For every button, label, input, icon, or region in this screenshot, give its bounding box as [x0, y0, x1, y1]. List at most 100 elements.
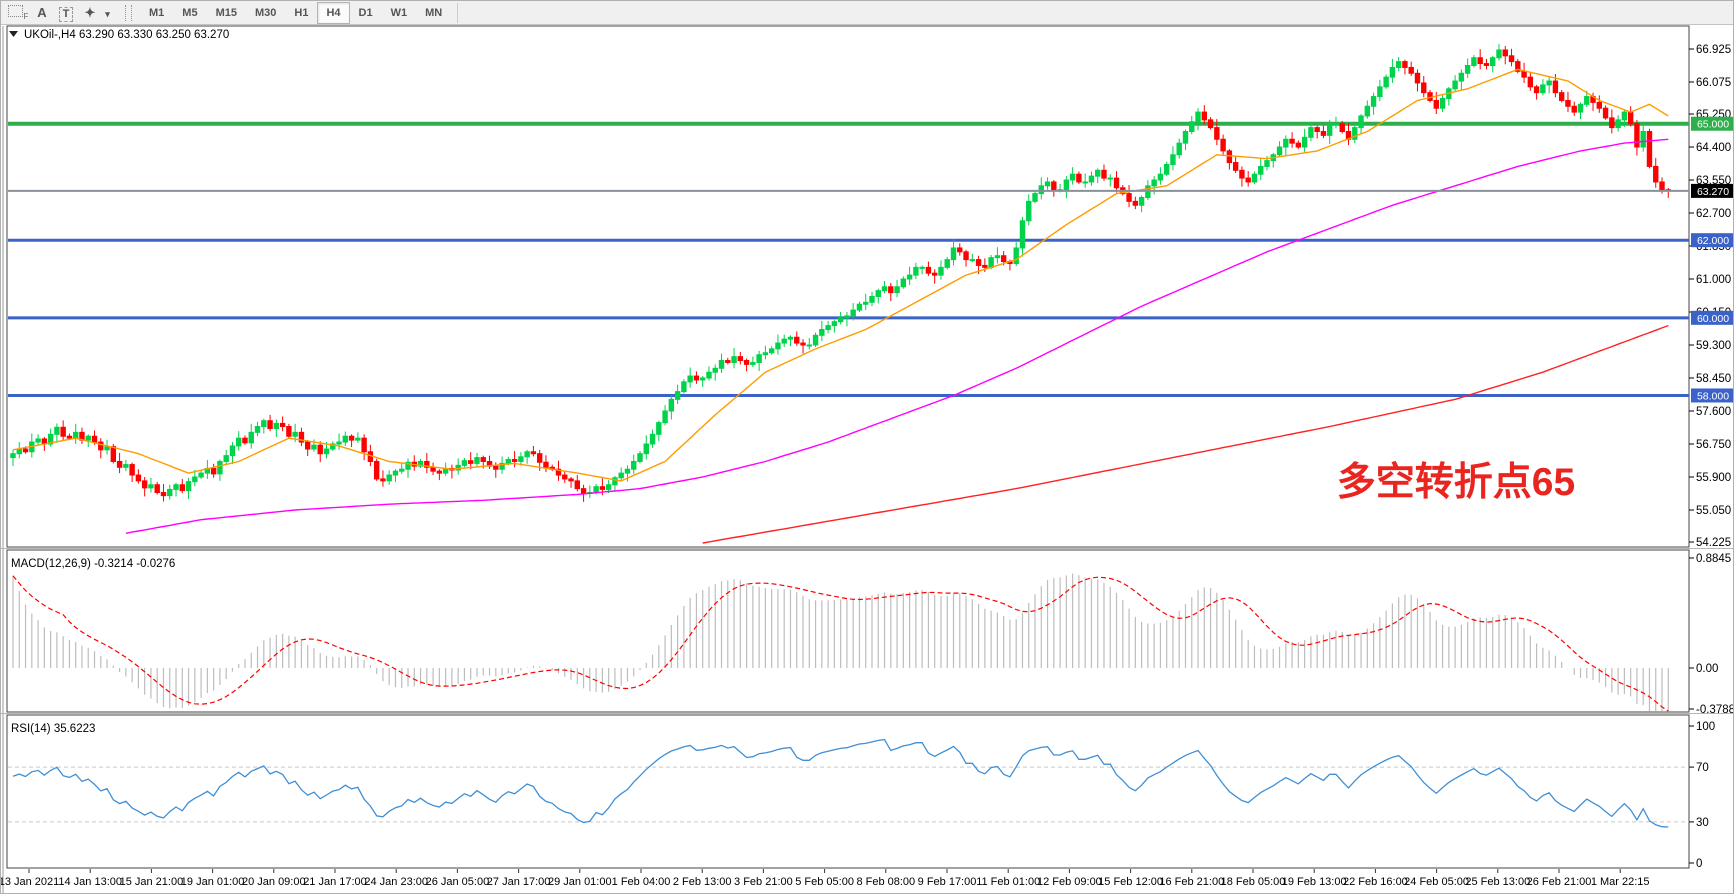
- candle-body: [104, 446, 110, 451]
- candle-body: [562, 474, 568, 480]
- candle-body: [192, 476, 198, 483]
- time-axis-label[interactable]: 3 Feb 21:00: [734, 876, 793, 888]
- time-axis-label[interactable]: 11 Feb 01:00: [976, 876, 1040, 888]
- candle-body: [1490, 57, 1496, 66]
- price-axis-label: 59.300: [1696, 340, 1731, 352]
- candle-body: [1019, 220, 1026, 249]
- candle-body: [1421, 82, 1427, 94]
- candle-body: [806, 344, 812, 347]
- rsi-axis-label: 30: [1696, 817, 1709, 829]
- price-axis-label: 57.600: [1696, 406, 1731, 418]
- time-axis-label[interactable]: 22 Feb 16:00: [1343, 876, 1408, 888]
- candle-body: [468, 460, 474, 464]
- candle-body: [279, 422, 286, 428]
- candle-body: [919, 266, 925, 269]
- candle-body: [925, 266, 932, 274]
- time-axis-label[interactable]: 25 Feb 13:00: [1465, 876, 1530, 888]
- candle-body: [1276, 146, 1283, 156]
- time-axis-label[interactable]: 20 Jan 09:00: [242, 876, 306, 888]
- candle-body: [317, 444, 323, 455]
- timeframe-button-m1[interactable]: M1: [149, 6, 165, 19]
- time-axis-label[interactable]: 21 Jan 17:00: [303, 876, 367, 888]
- candle-body: [123, 464, 129, 468]
- candle-body: [499, 462, 505, 470]
- candle-body: [706, 371, 712, 379]
- candle-body: [643, 443, 649, 455]
- candle-body: [618, 472, 624, 479]
- time-axis-label[interactable]: 2 Feb 13:00: [673, 876, 732, 888]
- candle-body: [1220, 138, 1226, 152]
- candle-body: [1295, 142, 1302, 148]
- toolbar-drag-handle-icon[interactable]: [125, 4, 132, 21]
- text-label-tool-icon[interactable]: A: [37, 4, 47, 20]
- candle-body: [386, 474, 392, 482]
- candle-body: [900, 278, 907, 288]
- candle-body: [1452, 80, 1458, 90]
- time-axis-label[interactable]: 18 Feb 05:00: [1221, 876, 1286, 888]
- candle-body: [336, 441, 342, 445]
- timeframe-button-m15[interactable]: M15: [215, 6, 237, 19]
- candle-body: [737, 356, 744, 362]
- timeframe-button-h1[interactable]: H1: [294, 6, 309, 19]
- candle-body: [1659, 181, 1665, 191]
- time-axis-label[interactable]: 24 Jan 23:00: [364, 876, 428, 888]
- time-axis-label[interactable]: 29 Jan 01:00: [548, 876, 612, 888]
- timeframe-button-m5[interactable]: M5: [182, 6, 198, 19]
- candle-body: [963, 251, 969, 261]
- time-axis-label[interactable]: 9 Feb 17:00: [918, 876, 977, 888]
- time-axis-label[interactable]: 13 Jan 2021: [1, 876, 59, 888]
- chart-grid-icon[interactable]: F: [7, 1, 29, 21]
- time-axis-label[interactable]: 19 Jan 01:00: [181, 876, 245, 888]
- candle-body: [875, 290, 881, 297]
- time-axis-label[interactable]: 27 Jan 17:00: [487, 876, 551, 888]
- time-axis-label[interactable]: 5 Feb 05:00: [795, 876, 854, 888]
- timeframe-button-w1[interactable]: W1: [390, 6, 408, 19]
- time-axis-label[interactable]: 15 Jan 21:00: [120, 876, 184, 888]
- time-axis-label[interactable]: 12 Feb 09:00: [1037, 876, 1102, 888]
- text-tool-icon[interactable]: T: [55, 4, 77, 24]
- rsi-axis-label: 100: [1696, 721, 1715, 733]
- time-axis-label[interactable]: 8 Feb 08:00: [856, 876, 915, 888]
- time-axis-label[interactable]: 1 Mar 22:15: [1591, 876, 1650, 888]
- candle-body: [323, 448, 330, 455]
- price-axis-label: 54.225: [1696, 537, 1731, 549]
- candle-body: [1132, 200, 1139, 206]
- arrows-dropdown-caret-icon[interactable]: ▾: [105, 8, 110, 19]
- candle-body: [373, 460, 380, 480]
- timeframe-button-m30[interactable]: M30: [254, 6, 277, 19]
- time-axis-label[interactable]: 26 Jan 05:00: [426, 876, 490, 888]
- candle-body: [743, 360, 750, 365]
- time-axis-label[interactable]: 16 Feb 21:00: [1159, 876, 1224, 888]
- timeframe-button-d1[interactable]: D1: [358, 6, 373, 19]
- candle-body: [98, 441, 104, 451]
- symbol-dropdown-icon[interactable]: [9, 31, 18, 37]
- time-axis-label[interactable]: 24 Feb 05:00: [1404, 876, 1469, 888]
- candle-body: [825, 325, 831, 330]
- candle-body: [1502, 49, 1508, 57]
- time-axis-label[interactable]: 19 Feb 13:00: [1282, 876, 1347, 888]
- time-axis-label[interactable]: 15 Feb 12:00: [1098, 876, 1163, 888]
- candle-body: [1615, 119, 1621, 129]
- time-axis-label[interactable]: 1 Feb 04:00: [612, 876, 671, 888]
- time-axis-label[interactable]: 14 Jan 13:00: [58, 876, 122, 888]
- candle-body: [674, 391, 681, 400]
- price-axis-label: 55.900: [1696, 472, 1731, 484]
- candle-body: [1395, 61, 1402, 68]
- candle-body: [392, 470, 399, 476]
- candle-body: [1163, 163, 1170, 175]
- candle-body: [229, 445, 236, 457]
- time-axis-label[interactable]: 26 Feb 21:00: [1527, 876, 1592, 888]
- candle-body: [286, 426, 292, 437]
- candle-body: [348, 435, 355, 441]
- candle-body: [198, 472, 204, 478]
- candle-body: [800, 342, 806, 346]
- candle-body: [1308, 127, 1314, 138]
- candle-body: [856, 303, 863, 311]
- candle-body: [511, 459, 518, 462]
- candle-body: [1301, 136, 1308, 148]
- timeframe-button-h4[interactable]: H4: [317, 1, 350, 24]
- arrows-tool-icon[interactable]: ✦: [84, 4, 96, 20]
- chinese-annotation-text[interactable]: 多空转折点65: [1337, 461, 1575, 504]
- timeframe-button-mn[interactable]: MN: [425, 6, 443, 19]
